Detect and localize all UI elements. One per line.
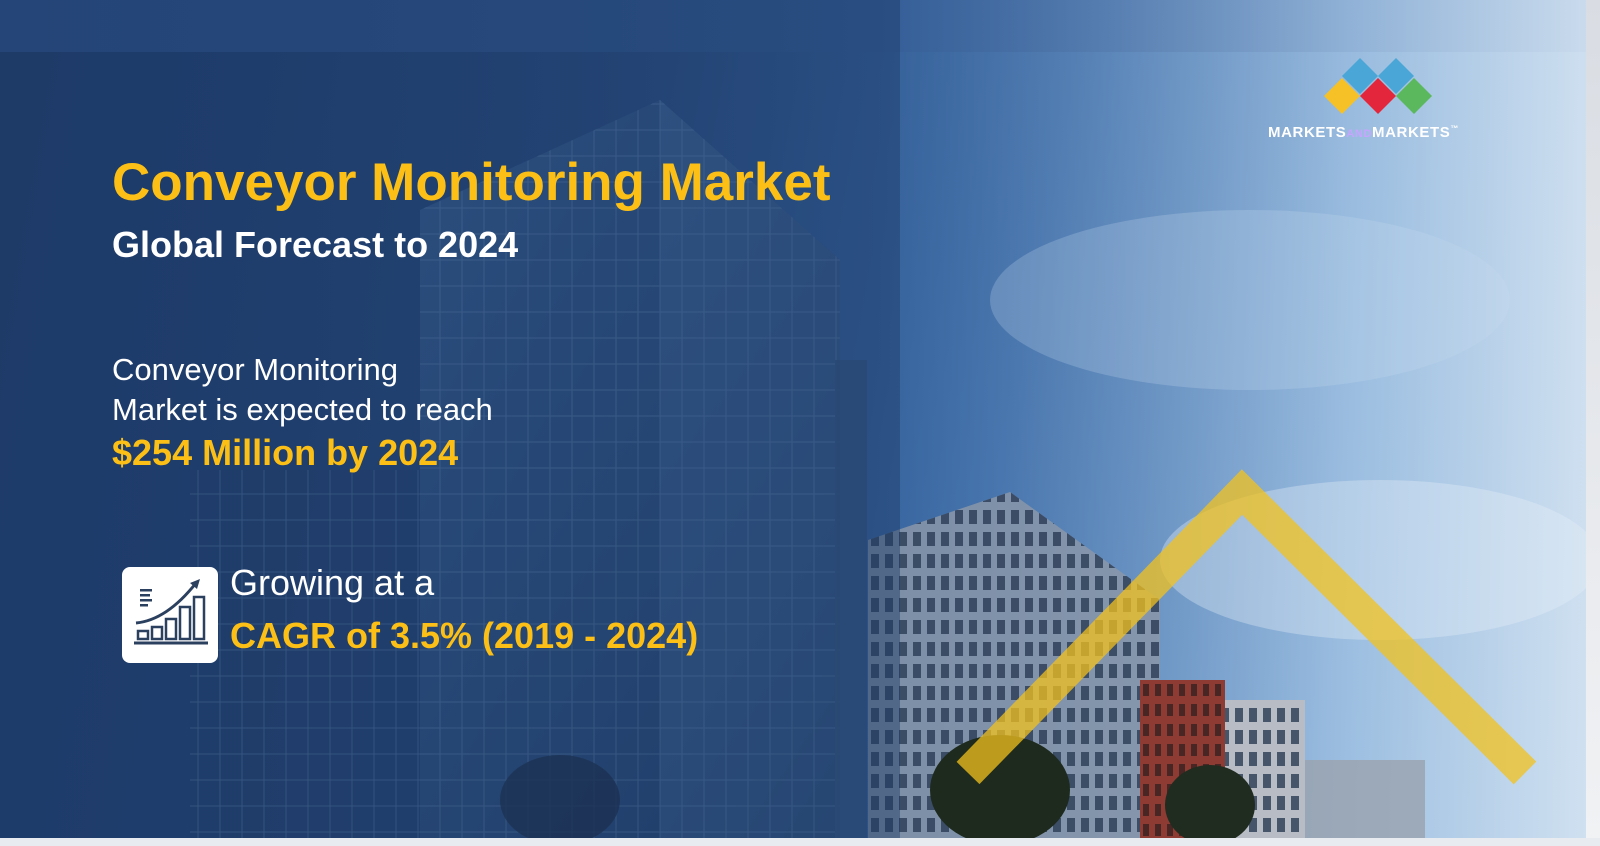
logo-diamond-left — [1324, 78, 1360, 114]
page-title: Conveyor Monitoring Market — [112, 153, 831, 212]
page-right-edge — [1586, 0, 1600, 846]
brand-name-part1: MARKETS — [1268, 124, 1347, 141]
brand-name-part2: AND — [1346, 128, 1373, 140]
growth-chart-icon — [122, 567, 218, 663]
brand-logo: MARKETSANDMARKETS™ — [1262, 56, 1512, 146]
brand-trademark: ™ — [1450, 124, 1459, 133]
growth-label: Growing at a — [230, 562, 435, 603]
logo-diamond-top-left — [1342, 58, 1378, 94]
cagr-highlight: CAGR of 3.5% (2019 - 2024) — [230, 615, 699, 656]
market-description-line1: Conveyor Monitoring — [112, 352, 399, 387]
logo-diamond-right — [1396, 78, 1432, 114]
page-subtitle: Global Forecast to 2024 — [112, 224, 519, 265]
market-value-highlight: $254 Million by 2024 — [112, 432, 459, 473]
brand-name-part3: MARKETS — [1372, 124, 1451, 141]
logo-diamonds-icon — [1324, 58, 1432, 114]
page-bottom-edge — [0, 838, 1600, 846]
logo-diamond-top-right — [1378, 58, 1414, 94]
logo-diamond-center — [1360, 78, 1396, 114]
brand-wordmark: MARKETSANDMARKETS™ — [1268, 124, 1459, 141]
market-description-line2: Market is expected to reach — [112, 392, 493, 427]
